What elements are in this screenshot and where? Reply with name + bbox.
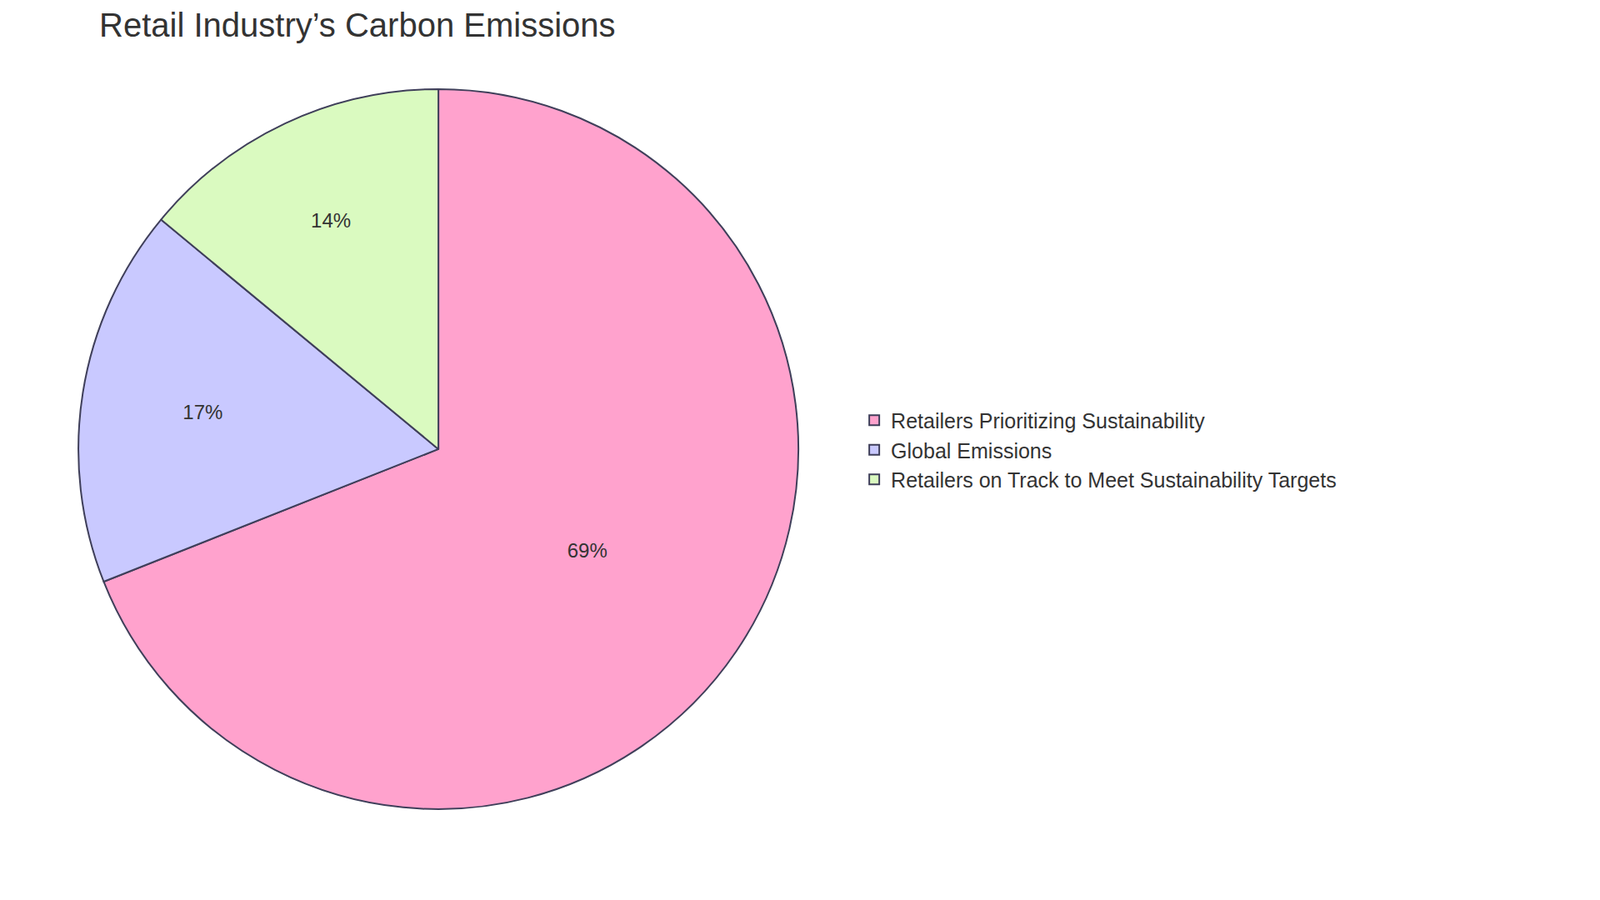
svg-text:Retailers on Track to Meet Sus: Retailers on Track to Meet Sustainabilit…: [890, 468, 1337, 492]
svg-text:14%: 14%: [310, 209, 351, 232]
svg-text:Retail Industry’s Carbon Emiss: Retail Industry’s Carbon Emissions: [99, 6, 616, 44]
svg-text:17%: 17%: [182, 400, 223, 424]
svg-text:Global Emissions: Global Emissions: [890, 439, 1052, 463]
svg-text:Retailers Prioritizing Sustain: Retailers Prioritizing Sustainability: [890, 409, 1205, 433]
svg-text:69%: 69%: [567, 539, 608, 562]
